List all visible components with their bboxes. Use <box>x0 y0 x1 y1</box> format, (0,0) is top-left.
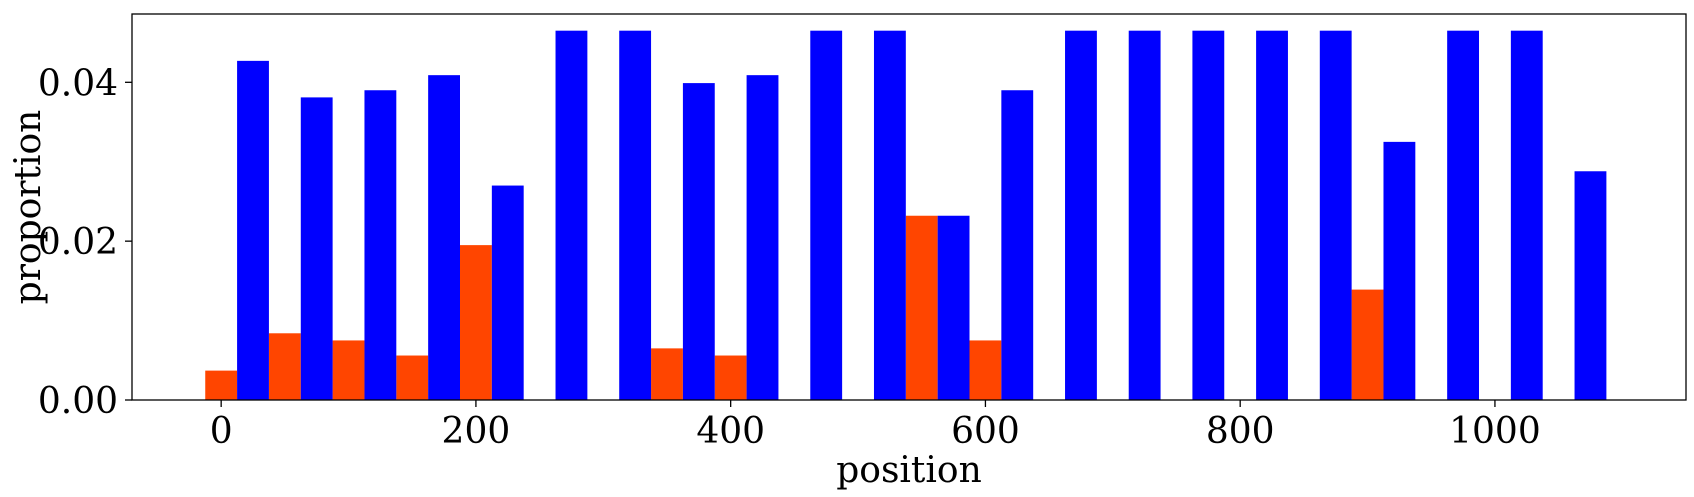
y-tick-label-1: 0.02 <box>38 222 118 263</box>
bar-series2-10 <box>873 30 906 400</box>
bar-series1-8 <box>714 355 747 400</box>
bar-series2-16 <box>1256 30 1288 400</box>
y-tick-label-2: 0.04 <box>38 63 118 104</box>
bar-series2-3 <box>428 75 460 401</box>
bar-series2-1 <box>300 97 333 400</box>
bar-series2-4 <box>491 185 524 400</box>
bar-series1-4 <box>459 245 492 400</box>
bar-series2-15 <box>1192 30 1225 400</box>
bar-series2-18 <box>1383 141 1416 400</box>
x-tick-label-4: 800 <box>1206 411 1275 452</box>
bar-series2-2 <box>364 90 397 400</box>
bar-series2-7 <box>682 83 715 401</box>
bar-series2-20 <box>1510 30 1543 400</box>
bar-series1-3 <box>396 355 429 400</box>
bar-series2-19 <box>1447 30 1480 400</box>
bar-series1-11 <box>905 215 938 400</box>
bar-series2-12 <box>1001 90 1034 400</box>
y-axis-ticks: 0.00 0.02 0.04 <box>38 63 132 422</box>
bar-series2-17 <box>1319 30 1352 400</box>
bar-series1-7 <box>651 348 683 400</box>
x-axis-ticks: 0 200 400 600 800 1000 <box>210 400 1541 452</box>
y-tick-label-0: 0.00 <box>38 381 118 422</box>
x-tick-label-1: 200 <box>442 411 511 452</box>
plot-frame <box>131 13 1687 401</box>
bar-series2-13 <box>1065 30 1097 400</box>
x-tick-label-2: 400 <box>696 411 765 452</box>
bar-series1-1 <box>268 333 301 400</box>
x-tick-label-5: 1000 <box>1449 411 1541 452</box>
bar-series2-11 <box>937 215 970 400</box>
x-tick-label-3: 600 <box>951 411 1020 452</box>
bar-series2-0 <box>237 60 269 401</box>
bar-series2-6 <box>619 30 652 400</box>
bar-series2-8 <box>746 75 779 401</box>
y-axis-label: proportion <box>8 110 49 305</box>
bar-series1-18 <box>1351 289 1384 400</box>
bar-series1-2 <box>332 340 365 400</box>
bar-series2-21 <box>1574 171 1607 400</box>
bars-layer <box>205 30 1607 401</box>
bar-series2-5 <box>555 30 588 400</box>
bar-series1-12 <box>969 340 1002 400</box>
bar-series1-0 <box>205 370 238 400</box>
bar-series2-14 <box>1128 30 1161 400</box>
x-tick-label-0: 0 <box>210 411 233 452</box>
x-axis-label: position <box>836 450 982 491</box>
bar-series2-9 <box>810 30 843 400</box>
